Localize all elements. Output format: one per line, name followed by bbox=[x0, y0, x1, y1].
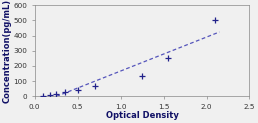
Point bbox=[76, 89, 80, 91]
Point bbox=[213, 19, 217, 21]
Y-axis label: Concentration(pg/mL): Concentration(pg/mL) bbox=[3, 0, 12, 103]
Point bbox=[166, 57, 170, 59]
Point bbox=[54, 93, 58, 95]
Point bbox=[63, 91, 67, 93]
Point bbox=[48, 94, 52, 96]
X-axis label: Optical Density: Optical Density bbox=[106, 111, 179, 120]
Point bbox=[93, 85, 97, 87]
Point bbox=[140, 76, 144, 77]
Point bbox=[41, 95, 45, 97]
